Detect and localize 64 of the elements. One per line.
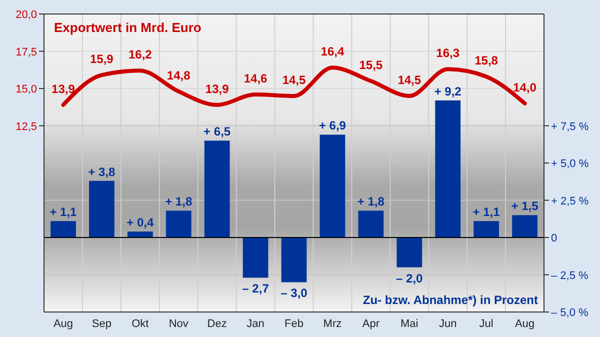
x-tick-label: Jul bbox=[479, 318, 494, 330]
y-tick-label: 20,0 bbox=[16, 9, 37, 21]
bar bbox=[358, 210, 384, 238]
y-tick-label: 17,5 bbox=[16, 46, 37, 58]
data-label: – 2,7 bbox=[242, 282, 270, 296]
bar bbox=[166, 210, 192, 238]
data-label: 13,9 bbox=[205, 82, 230, 96]
data-label: + 1,1 bbox=[50, 205, 78, 220]
x-tick-label: Jan bbox=[246, 318, 264, 330]
y-tick-label: 12,5 bbox=[16, 120, 37, 133]
data-label: + 3,8 bbox=[88, 164, 116, 179]
x-tick-label: Jun bbox=[438, 318, 457, 330]
data-label: 15,8 bbox=[474, 54, 498, 68]
data-label: 16,3 bbox=[436, 46, 460, 60]
data-label: 15,5 bbox=[359, 58, 383, 72]
x-tick-label: Feb bbox=[284, 318, 304, 330]
y2-tick-label: + 5,0 % bbox=[551, 158, 589, 170]
data-label: 13,9 bbox=[52, 82, 76, 96]
y2-tick-label: – 2,5 % bbox=[551, 270, 589, 282]
y-tick-label: 15,0 bbox=[16, 84, 37, 96]
bar bbox=[242, 238, 268, 278]
x-tick-label: Dez bbox=[207, 318, 227, 330]
data-label: 14,0 bbox=[513, 80, 537, 94]
bar bbox=[89, 180, 114, 238]
y2-tick-label: 0 bbox=[551, 232, 558, 244]
bar bbox=[396, 238, 422, 268]
data-label: + 6,5 bbox=[204, 124, 231, 139]
x-tick-label: Apr bbox=[362, 318, 380, 330]
y-axis-title: Exportwert in Mrd. Euro bbox=[54, 20, 202, 35]
bar bbox=[127, 232, 153, 238]
data-label: + 1,8 bbox=[357, 194, 385, 209]
bar bbox=[435, 100, 461, 238]
data-label: 14,5 bbox=[282, 72, 306, 87]
y2-tick-label: + 2,5 % bbox=[551, 195, 589, 208]
x-tick-label: Aug bbox=[53, 318, 74, 330]
x-tick-label: Aug bbox=[514, 318, 535, 330]
data-label: + 1,5 bbox=[511, 199, 539, 214]
data-label: 14,8 bbox=[166, 68, 191, 82]
bar bbox=[474, 221, 499, 238]
x-tick-label: Sep bbox=[92, 318, 112, 330]
data-label: 16,4 bbox=[320, 44, 344, 59]
bar bbox=[204, 140, 230, 238]
bar bbox=[512, 215, 538, 238]
data-label: + 6,9 bbox=[318, 118, 346, 133]
data-label: 15,9 bbox=[90, 52, 114, 66]
bar bbox=[50, 221, 76, 238]
bar bbox=[320, 134, 346, 238]
x-tick-label: Mai bbox=[400, 318, 418, 330]
data-label: – 3,0 bbox=[280, 286, 308, 300]
bar bbox=[281, 238, 307, 282]
data-label: 16,2 bbox=[128, 48, 152, 62]
data-label: + 0,4 bbox=[126, 216, 154, 230]
data-label: 14,5 bbox=[398, 72, 422, 87]
y2-tick-label: + 7,5 % bbox=[551, 120, 589, 133]
x-tick-label: Mrz bbox=[323, 318, 342, 330]
data-label: + 9,2 bbox=[434, 84, 462, 98]
data-label: + 1,1 bbox=[472, 205, 500, 220]
y2-tick-label: – 5,0 % bbox=[551, 307, 589, 319]
x-tick-label: Okt bbox=[132, 318, 149, 330]
data-label: 14,6 bbox=[244, 71, 268, 86]
y2-axis-title: Zu- bzw. Abnahme*) in Prozent bbox=[362, 293, 538, 307]
x-tick-label: Nov bbox=[168, 318, 189, 330]
data-label: – 2,0 bbox=[396, 271, 424, 286]
data-label: + 1,8 bbox=[165, 194, 192, 209]
